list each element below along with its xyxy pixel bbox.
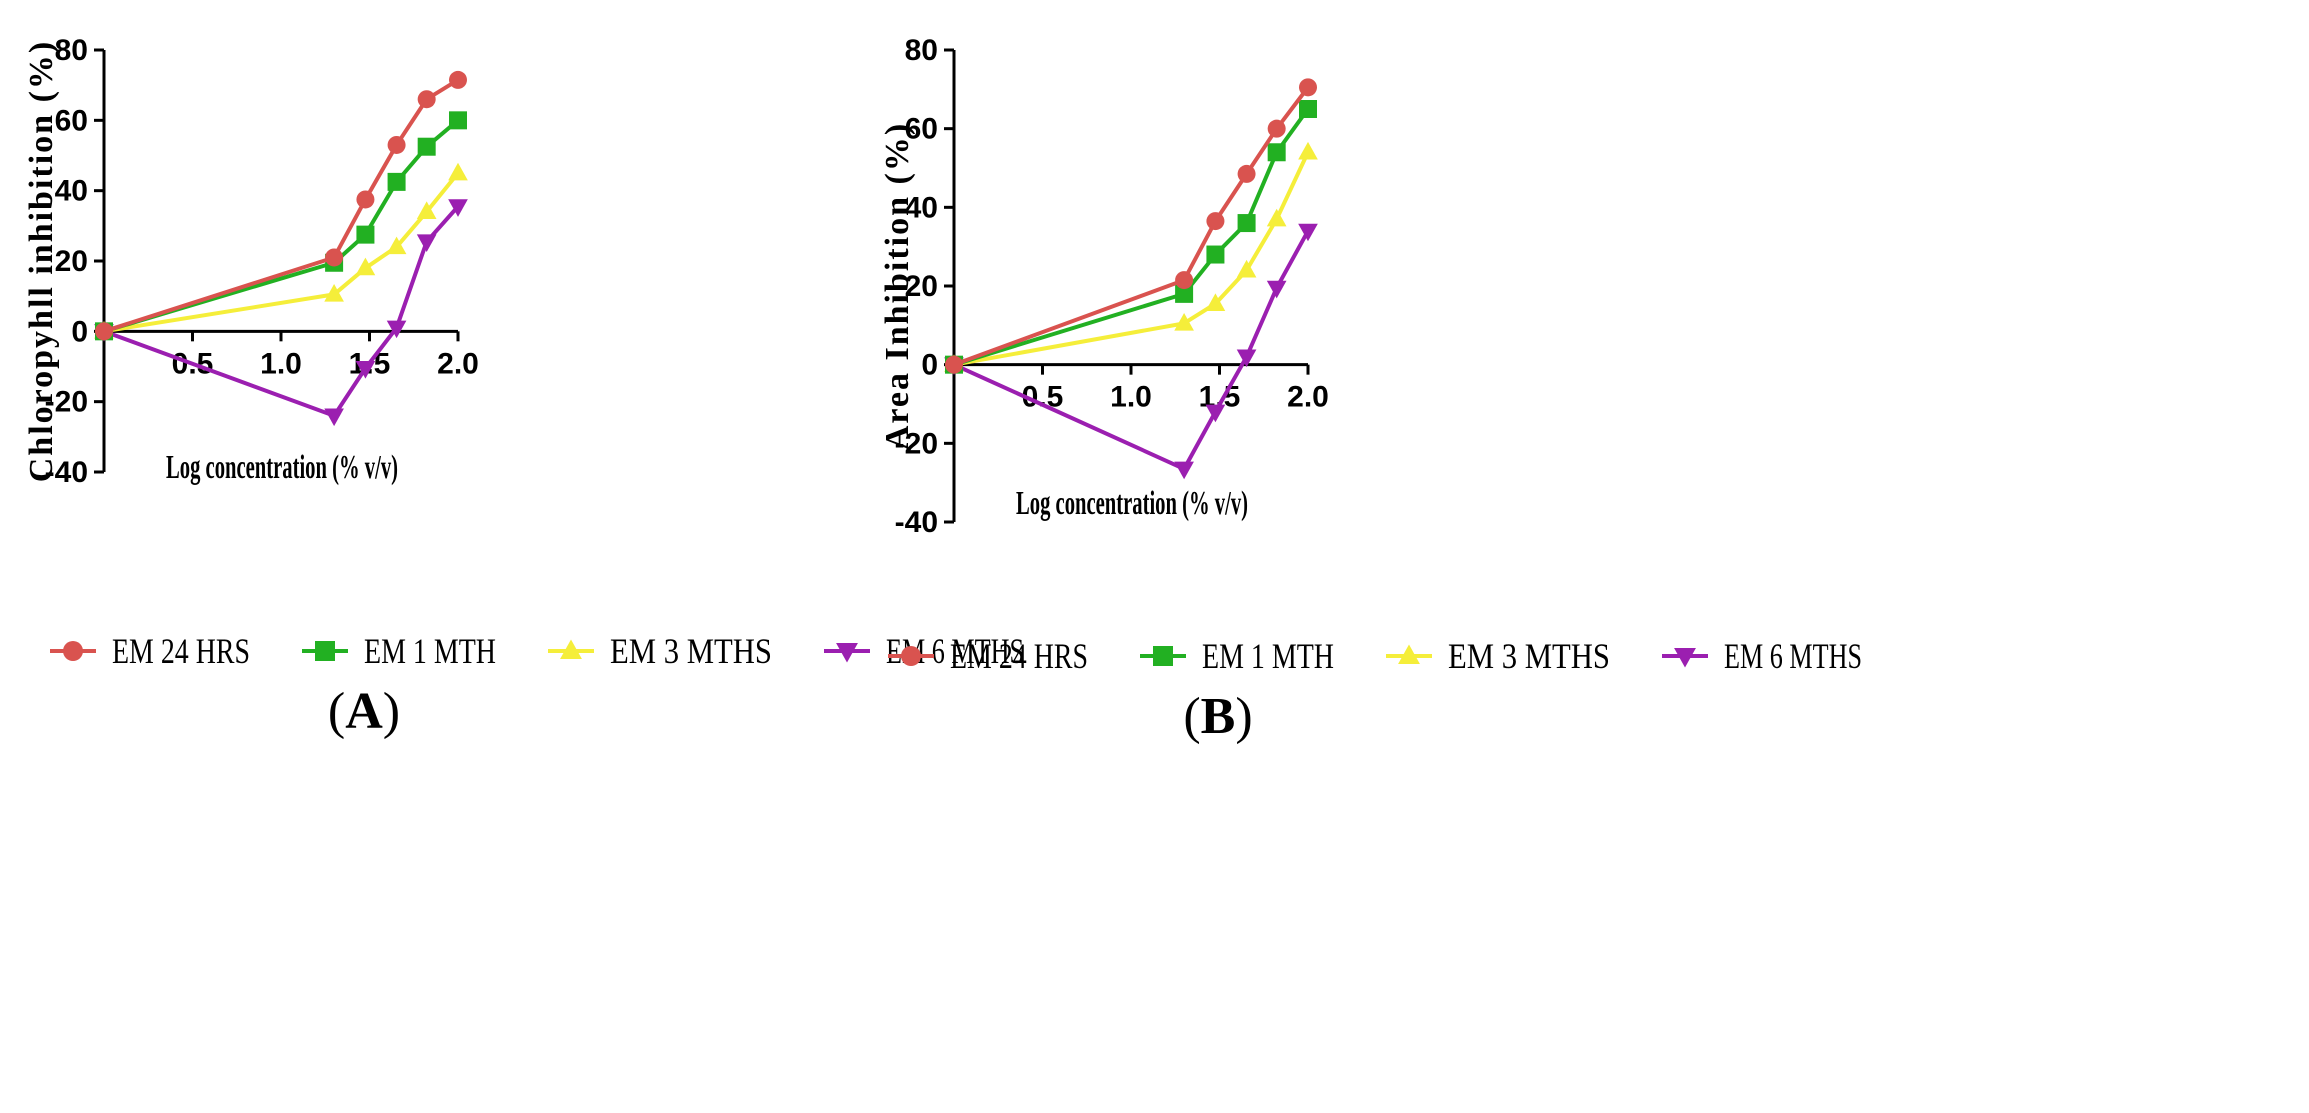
- data-point: [387, 172, 406, 191]
- data-point: [448, 199, 468, 217]
- x-axis-label: Log concentration (% v/v): [1016, 485, 1248, 522]
- data-point: [417, 90, 436, 109]
- series-line-em-24-hrs: [103, 78, 460, 334]
- y-tick-label: 60: [55, 104, 88, 137]
- data-point: [1206, 212, 1225, 231]
- legend-marker: [1674, 647, 1696, 668]
- legend-label: EM 3 MTHS: [610, 631, 772, 671]
- series-line-em-3-mths: [103, 171, 460, 334]
- legend-marker: [1398, 644, 1420, 665]
- data-point: [1206, 245, 1225, 264]
- y-tick-label: 40: [905, 191, 938, 224]
- series-line-em-3-mths: [953, 151, 1310, 367]
- x-axis-label: Log concentration (% v/v): [166, 449, 398, 486]
- data-point: [1205, 293, 1226, 311]
- data-point: [1298, 141, 1318, 160]
- data-point: [1267, 143, 1286, 162]
- data-point: [95, 322, 113, 341]
- panel-label-a: (A): [328, 683, 400, 740]
- data-point: [1205, 404, 1226, 423]
- data-point: [1299, 100, 1317, 118]
- x-tick-label: 1.0: [1110, 381, 1152, 414]
- data-point: [386, 320, 407, 339]
- y-tick-label: 0: [921, 349, 938, 382]
- data-point: [1266, 208, 1287, 227]
- data-point: [416, 201, 437, 220]
- y-axis-label: Area Inhibition (%): [879, 122, 916, 450]
- legend-label: EM 3 MTHS: [1448, 636, 1610, 676]
- legend-marker: [1153, 646, 1173, 666]
- data-point: [324, 284, 344, 302]
- legend-marker: [315, 641, 335, 661]
- data-point: [1299, 78, 1317, 97]
- data-point: [355, 257, 376, 276]
- y-tick-label: 80: [905, 34, 938, 67]
- y-tick-label: 40: [55, 175, 88, 208]
- data-point: [324, 408, 344, 427]
- data-point: [355, 361, 376, 379]
- y-tick-label: -20: [45, 386, 88, 419]
- y-tick-label: 60: [905, 113, 938, 146]
- data-point: [1236, 349, 1257, 368]
- x-tick-label: 1.0: [260, 347, 302, 380]
- y-tick-label: 80: [55, 34, 88, 67]
- data-point: [1237, 164, 1256, 183]
- data-point: [1266, 280, 1287, 299]
- y-tick-label: -40: [895, 506, 938, 539]
- data-point: [1237, 214, 1256, 233]
- legend-marker: [836, 642, 858, 663]
- legend-label: EM 1 MTH: [1202, 636, 1334, 676]
- panel-label-b: (B): [1183, 688, 1252, 745]
- y-tick-label: 20: [55, 245, 88, 278]
- data-point: [1236, 259, 1257, 278]
- legend-label: EM 6 MTHS: [1724, 636, 1862, 676]
- data-point: [387, 135, 406, 154]
- y-tick-label: 0: [71, 315, 88, 348]
- legend-marker: [901, 646, 921, 666]
- data-point: [1174, 313, 1194, 331]
- data-point: [1174, 461, 1194, 480]
- data-point: [325, 248, 344, 267]
- legend-marker: [63, 641, 83, 661]
- y-tick-label: -40: [45, 456, 88, 489]
- data-point: [448, 162, 468, 181]
- data-point: [449, 70, 467, 89]
- legend-label: EM 24 HRS: [112, 631, 250, 671]
- data-point: [1175, 284, 1194, 303]
- data-point: [1175, 271, 1194, 290]
- series-line-em-6-mths: [953, 229, 1310, 471]
- x-tick-label: 2.0: [437, 347, 479, 380]
- legend-label: EM 24 HRS: [950, 636, 1088, 676]
- data-point: [356, 190, 375, 209]
- data-point: [1298, 223, 1318, 242]
- data-point: [416, 234, 437, 253]
- y-tick-label: -20: [895, 427, 938, 460]
- data-point: [945, 355, 963, 374]
- data-point: [449, 111, 467, 130]
- y-tick-label: 20: [905, 270, 938, 303]
- data-point: [417, 137, 436, 156]
- y-axis-label: Chloropyhll inhibition (%): [23, 40, 60, 483]
- legend-marker: [560, 639, 582, 660]
- series-line-em-1-mth: [953, 107, 1310, 367]
- legend-label: EM 1 MTH: [364, 631, 496, 671]
- data-point: [356, 225, 375, 244]
- data-point: [386, 236, 407, 255]
- data-point: [1267, 119, 1286, 138]
- x-tick-label: 2.0: [1287, 381, 1329, 414]
